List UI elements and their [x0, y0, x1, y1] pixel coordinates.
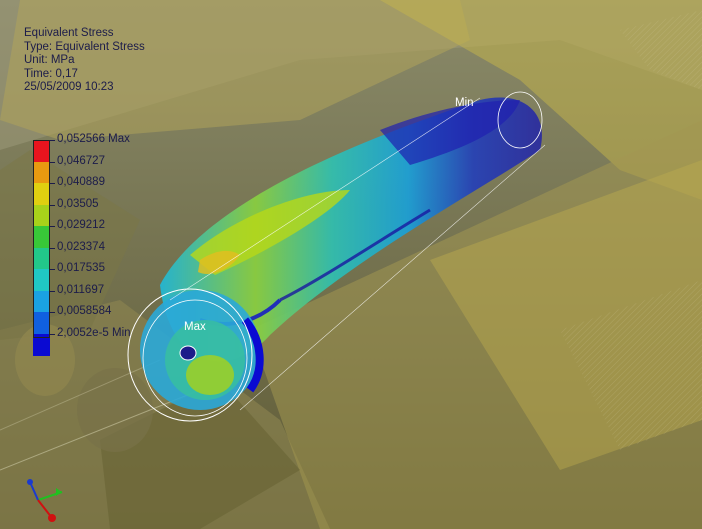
legend-swatch — [33, 269, 50, 291]
legend-label: 0,017535 — [57, 262, 105, 274]
legend-swatch — [33, 183, 50, 205]
legend-label: 0,023374 — [57, 240, 105, 253]
result-type: Type: Equivalent Stress — [24, 40, 145, 53]
legend-swatch — [33, 204, 50, 227]
legend-label: 0,0058584 — [57, 305, 112, 317]
legend-swatch — [33, 226, 50, 248]
legend-label: 0,03505 — [57, 197, 99, 210]
legend-swatch — [33, 140, 50, 162]
shaft-part — [127, 91, 546, 422]
legend-label: 0,011697 — [57, 283, 105, 296]
legend-label: 0,029212 — [57, 219, 105, 231]
legend-swatch — [33, 161, 50, 184]
legend-swatch — [33, 333, 50, 356]
result-date: 25/05/2009 10:23 — [24, 81, 114, 94]
result-title: Equivalent Stress — [24, 27, 114, 39]
min-probe-label: Min — [455, 97, 474, 109]
result-time: Time: 0,17 — [24, 67, 78, 80]
legend-label: 2,0052e-5 Min — [57, 326, 131, 339]
max-probe-label: Max — [184, 321, 206, 333]
legend-tick — [50, 290, 55, 292]
legend-tick — [50, 247, 55, 249]
legend-label: 0,040889 — [57, 176, 105, 188]
legend-swatch — [33, 247, 50, 270]
legend-swatch — [33, 312, 50, 334]
legend-tick — [50, 312, 55, 313]
legend-swatch — [33, 290, 50, 313]
legend-tick — [50, 269, 55, 270]
legend-tick — [50, 183, 55, 184]
legend-tick — [50, 204, 55, 206]
legend-label: 0,052566 Max — [57, 133, 130, 145]
legend-tick — [50, 333, 55, 335]
legend-tick — [50, 226, 55, 227]
legend-tick — [50, 161, 55, 163]
result-info-header: Equivalent Stress Type: Equivalent Stres… — [24, 27, 145, 95]
axis-triad-icon — [27, 479, 63, 522]
legend-label: 0,046727 — [57, 154, 105, 167]
result-unit: Unit: MPa — [24, 54, 75, 67]
legend-tick — [50, 140, 55, 141]
